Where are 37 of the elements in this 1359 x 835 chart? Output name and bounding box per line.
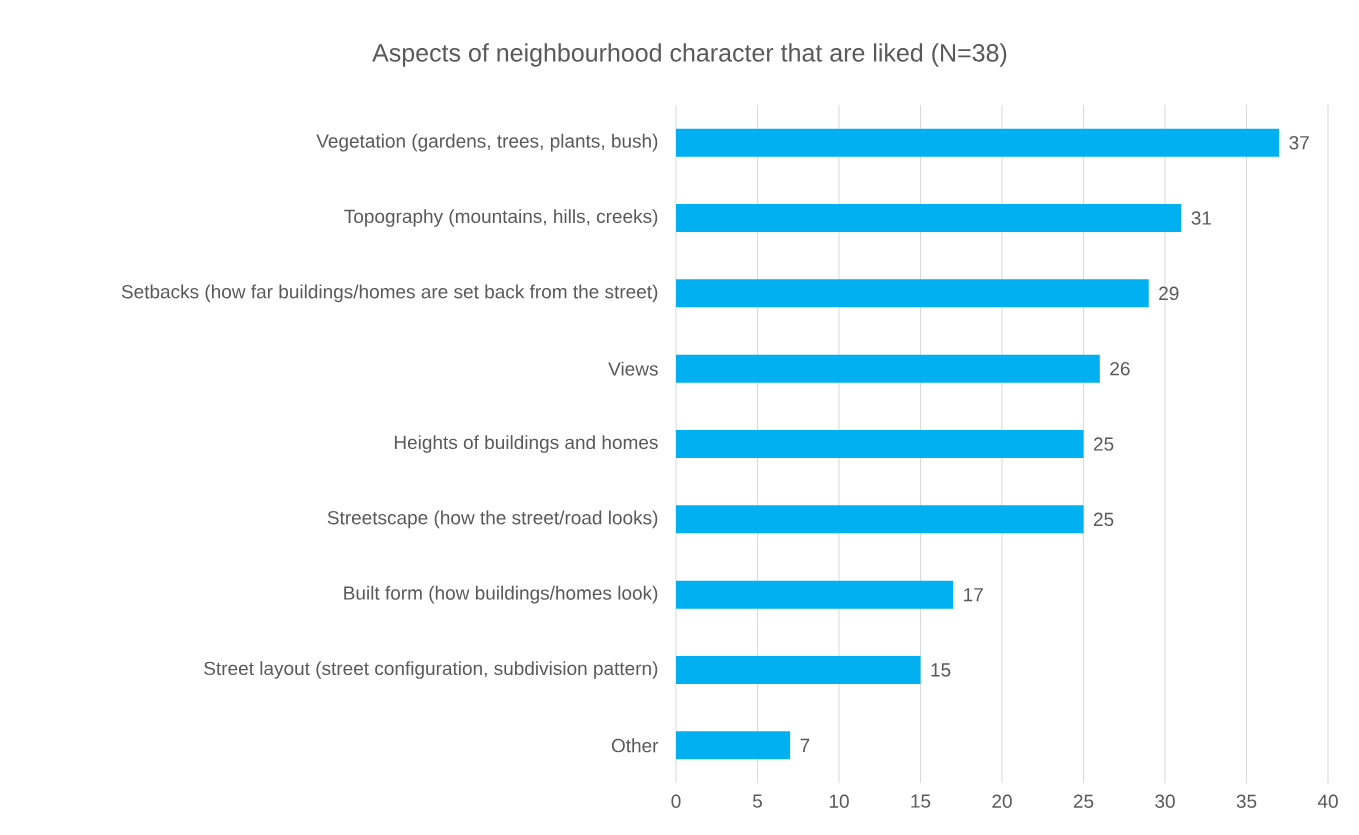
bar — [676, 731, 791, 760]
y-tick-label: Setbacks (how far buildings/homes are set back from the street) — [121, 284, 658, 303]
data-label: 31 — [1191, 211, 1212, 225]
chart-title: Aspects of neighbourhood character that are liked (N=38) — [372, 43, 1007, 67]
x-tick-label: 35 — [1236, 794, 1257, 808]
data-label: 17 — [964, 588, 983, 602]
data-label: 29 — [1159, 286, 1179, 301]
y-tick-label: Vegetation (gardens, trees, plants, bush) — [316, 133, 658, 152]
x-tick-label: 25 — [1073, 794, 1094, 808]
y-tick-label: Built form (how buildings/homes look) — [344, 585, 658, 604]
bar — [676, 580, 954, 609]
data-label: 15 — [931, 663, 951, 677]
bar — [676, 204, 1182, 233]
y-tick-label: Views — [608, 361, 658, 376]
y-tick-label: Topography (mountains, hills, creeks) — [344, 209, 658, 227]
x-tick-label: 20 — [992, 794, 1012, 808]
y-tick-label: Streetscape (how the street/road looks) — [327, 510, 658, 529]
bar — [676, 656, 921, 685]
x-tick-label: 40 — [1317, 794, 1338, 808]
x-tick-label: 5 — [752, 794, 762, 808]
y-tick-label: Street layout (street configuration, subdivision pattern) — [204, 661, 658, 679]
x-tick-label: 0 — [671, 794, 681, 808]
bar — [676, 128, 1280, 157]
data-label: 25 — [1093, 437, 1114, 451]
data-label: 25 — [1093, 512, 1114, 527]
bar — [676, 505, 1084, 534]
x-tick-label: 15 — [911, 794, 931, 808]
data-label: 26 — [1110, 361, 1130, 376]
data-label: 37 — [1289, 135, 1309, 150]
x-tick-label: 10 — [829, 794, 849, 808]
bar — [676, 354, 1100, 383]
x-tick-label: 30 — [1155, 794, 1175, 808]
data-label: 7 — [800, 738, 810, 752]
y-tick-label: Other — [611, 738, 659, 753]
bar — [676, 279, 1149, 308]
y-tick-label: Heights of buildings and homes — [394, 435, 658, 453]
bar — [676, 430, 1084, 459]
